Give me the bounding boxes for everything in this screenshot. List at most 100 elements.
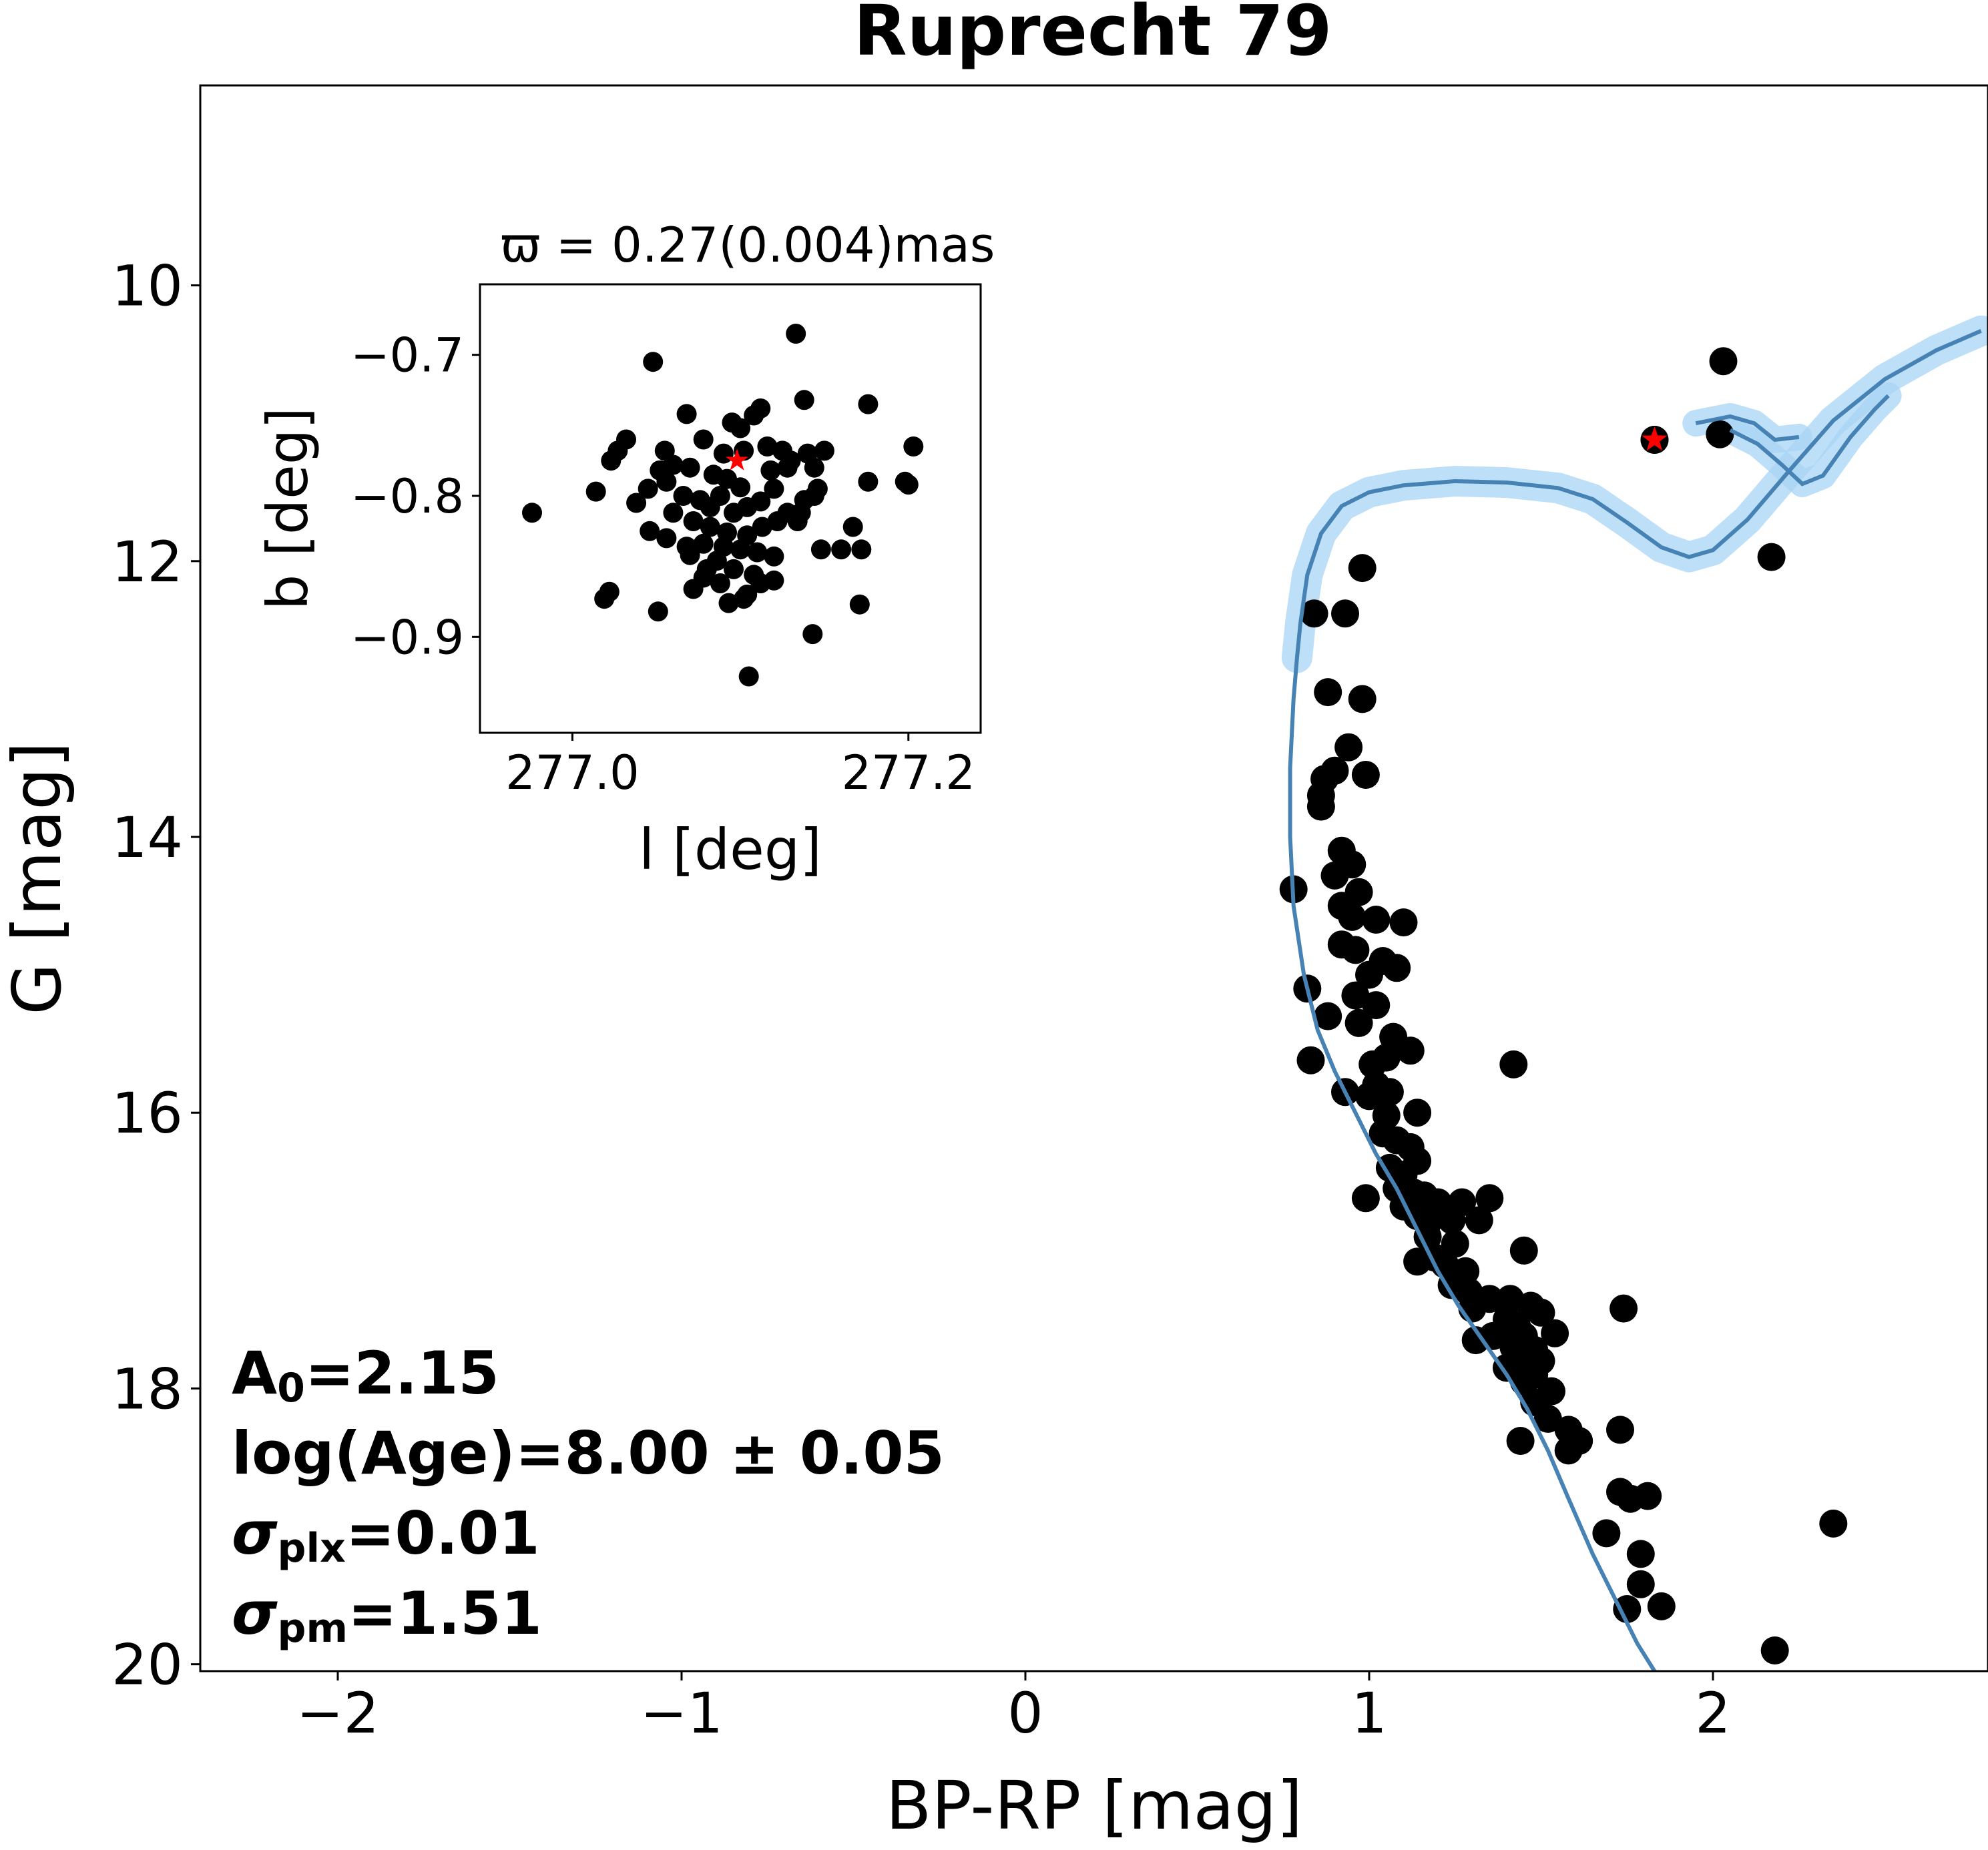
sky-star-point [747,542,768,563]
cmd-star-point [1362,991,1391,1020]
cmd-star-point [1506,1427,1535,1455]
cmd-star-point [1403,1247,1432,1276]
cmd-star-point [1437,1206,1466,1235]
inset-y-axis-label: b [deg] [255,407,320,610]
sky-star-point [676,404,697,424]
cmd-star-point [1306,792,1335,821]
annotation-sigma-pm-sub: pm [278,1605,348,1652]
sky-star-point [693,567,714,588]
annotation-extinction: A0=2.15 [232,1339,499,1412]
cmd-star-point [1396,1036,1425,1065]
inset-y-tick-label: −0.7 [350,328,464,383]
cmd-star-point [1592,1519,1621,1548]
cmd-star-point [1626,1570,1655,1598]
sky-star-point [752,517,772,537]
annotation-age: log(Age)=8.00 ± 0.05 [232,1419,945,1488]
cmd-star-point [1760,1636,1789,1664]
cmd-star-point [1499,1050,1528,1078]
sky-star-point [764,546,784,567]
cmd-star-point [1338,902,1366,931]
sky-star-point [842,517,863,537]
cmd-star-point [1613,1595,1642,1623]
sky-star-point [638,479,658,499]
cmd-star-point [1706,420,1734,448]
inset-title: ϖ = 0.27(0.004)mas [501,217,995,273]
annotation-sigma-pm-value: =1.51 [348,1579,542,1648]
sky-star-point [802,624,823,645]
cmd-star-point [1626,1540,1655,1568]
cmd-star-point [1709,347,1738,376]
main-y-tick-label: 18 [111,1356,183,1422]
isochrone-lines [1288,329,1982,1672]
cmd-star-point [1403,1147,1432,1175]
sky-star-point [744,405,764,426]
fit-annotations: A0=2.15 log(Age)=8.00 ± 0.05 σplx=0.01 σ… [232,1339,945,1652]
sky-star-point [724,559,744,579]
inset-y-tick-label: −0.9 [350,610,464,665]
sky-star-point [738,666,759,687]
sky-star-point [734,589,754,609]
inset-x-tick-label: 277.0 [505,745,639,800]
cmd-star-point [1355,960,1383,989]
sky-star-point [794,390,814,410]
cmd-star-point [1334,733,1363,761]
inset-plot-frame [479,283,982,734]
highlight-star-symbol [1642,426,1668,451]
sky-star-point [858,471,879,492]
main-plot-frame [199,84,1988,1672]
main-x-ticks: −2 −1 0 1 2 [296,1671,1731,1746]
annotation-sigma-plx-symbol: σ [232,1499,278,1568]
isochrone-uncertainty-band [1281,315,1988,673]
inset-plot: 277.0 277.2 −0.7 −0.8 −0.9 [350,283,982,800]
inset-x-axis-label: l [deg] [639,817,822,882]
sky-star-point [700,517,720,537]
sky-star-point [757,436,778,456]
cmd-star-point [1606,1416,1634,1444]
sky-star-point [764,570,784,591]
annotation-sigma-plx-sub: plx [278,1525,346,1572]
main-y-axis-label: G [mag] [0,741,76,1014]
sky-star-point [787,511,808,531]
cmd-star-point [1296,1046,1325,1074]
cmd-star-point [1541,1319,1569,1347]
sky-star-point [760,460,781,481]
sky-star-point [767,511,788,531]
cmd-star-point [1819,1509,1848,1538]
sky-star-point [693,429,714,450]
cmd-star-point [1355,1082,1383,1111]
main-x-tick-label: 2 [1695,1680,1730,1746]
sky-star-point [522,503,542,523]
cmd-star-point [1441,1229,1469,1258]
cmd-star-point [1320,756,1349,785]
sky-star-point [648,601,668,622]
sky-star-point [680,457,700,478]
main-y-tick-label: 16 [111,1081,183,1146]
main-y-tick-label: 12 [111,529,183,595]
inset-highlighted-star-marker [725,448,749,471]
sky-star-point [643,352,664,372]
annotation-sigma-pm-symbol: σ [232,1579,278,1648]
sky-star-point [777,457,798,478]
sky-star-point [663,454,684,475]
sky-star-point [831,539,852,560]
main-x-tick-label: −1 [640,1680,723,1746]
cmd-star-point [1461,1326,1490,1355]
main-y-ticks: 10 12 14 16 18 20 [111,254,200,1698]
cmd-star-point [1509,1236,1538,1265]
sky-star-point [730,539,751,560]
cmd-star-point [1554,1436,1583,1465]
sky-star-point [898,475,919,495]
annotation-sigma-plx: σplx=0.01 [232,1499,540,1572]
main-scatter-points [1279,347,1848,1664]
highlighted-star-marker [1640,426,1669,454]
cmd-star-point [1314,678,1342,707]
cmd-star-point [1527,1298,1555,1327]
isochrone-giant-branch [1294,329,1982,658]
cmd-star-point [1351,1184,1380,1213]
cmd-star-point [1383,954,1411,982]
annotation-extinction-base: A [232,1339,277,1408]
cmd-star-point [1320,861,1349,890]
cmd-star-point [1389,908,1418,937]
main-y-tick-label: 14 [111,805,183,870]
